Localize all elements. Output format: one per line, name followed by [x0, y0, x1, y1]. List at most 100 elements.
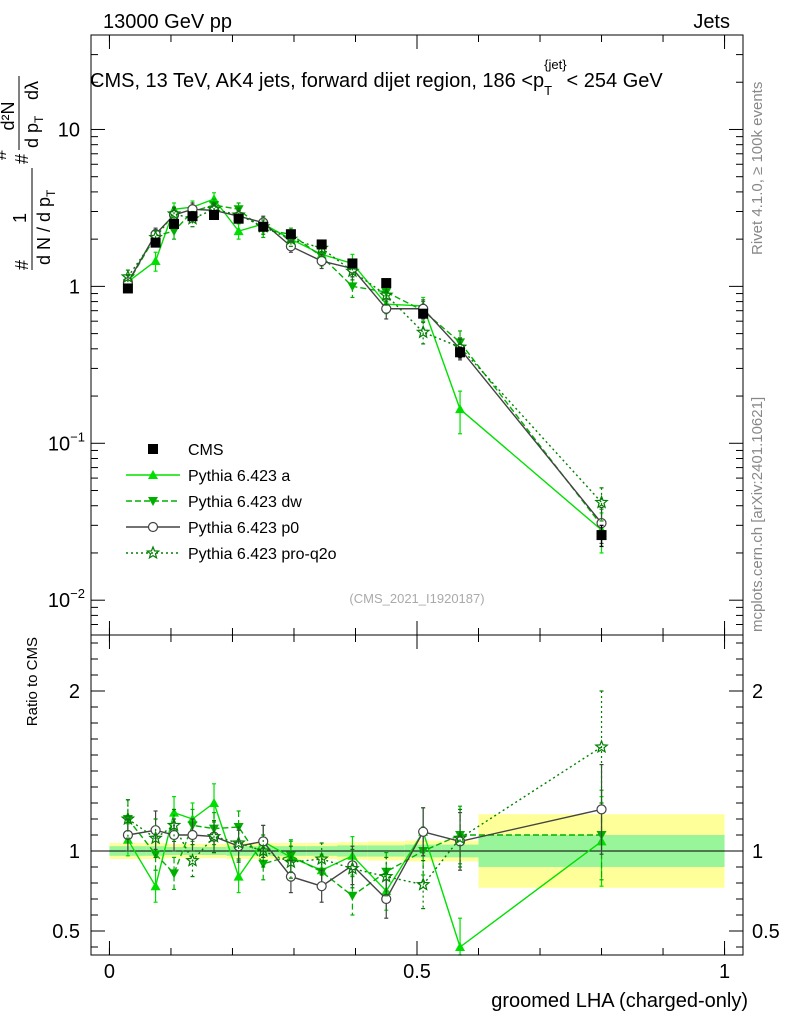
legend-label: Pythia 6.423 p0: [188, 520, 299, 537]
data-point: [418, 826, 429, 837]
x-tick-label: 0: [104, 961, 115, 983]
data-point: [345, 860, 360, 875]
data-point: [187, 211, 198, 222]
data-point: [347, 891, 358, 901]
rivet-label: Rivet 4.1.0, ≥ 100k events: [749, 82, 766, 255]
data-point: [233, 226, 244, 236]
header-left: 13000 GeV pp: [103, 11, 232, 33]
data-point: [455, 942, 466, 951]
data-point: [347, 282, 358, 292]
data-point: [415, 324, 431, 339]
plot-title: CMS, 13 TeV, AK4 jets, forward dijet reg…: [90, 57, 663, 98]
svg-text:1: 1: [10, 213, 30, 223]
y-tick-label: 10: [58, 119, 80, 141]
y-tick-label: 10−2: [48, 586, 85, 612]
data-point: [345, 263, 360, 278]
legend: CMS Pythia 6.423 a Pythia 6.423 dw Pythia 6…: [126, 442, 337, 563]
data-point: [231, 835, 246, 850]
legend-entry: Pythia 6.423 pro-q2o: [126, 545, 337, 563]
header-right: Jets: [693, 11, 730, 33]
svg-text:dλ: dλ: [22, 81, 42, 100]
data-point: [209, 210, 220, 221]
data-point: [150, 256, 161, 266]
data-point: [347, 258, 358, 269]
series-line: [127, 204, 603, 526]
data-point: [455, 347, 466, 358]
data-point: [169, 227, 180, 237]
data-point: [452, 830, 468, 845]
legend-entry: Pythia 6.423 a: [126, 468, 290, 485]
legend-marker: [148, 470, 158, 479]
legend-marker: [147, 521, 159, 533]
data-point: [169, 218, 180, 229]
data-point: [455, 404, 466, 414]
data-point: [596, 530, 607, 541]
ratio-tick-label-left: 0.5: [52, 921, 80, 943]
data-point: [255, 843, 271, 858]
legend-entry: CMS: [148, 442, 224, 459]
data-point: [148, 830, 163, 845]
data-point: [381, 867, 392, 877]
data-point: [378, 868, 394, 883]
data-point: [316, 239, 327, 250]
y-tick-label: 10−1: [48, 429, 85, 455]
data-point: [418, 308, 429, 319]
data-point: [150, 881, 161, 891]
data-point: [120, 811, 136, 826]
mcplots-label: mcplots.cern.ch [arXiv:2401.10621]: [749, 397, 766, 632]
data-point: [316, 255, 327, 267]
data-point: [233, 213, 244, 224]
ratio-plot-frame: [90, 634, 744, 956]
data-point: [378, 287, 394, 302]
legend-entry: Pythia 6.423 p0: [126, 520, 299, 537]
data-point: [258, 221, 269, 232]
svg-text:d²N: d²N: [0, 101, 18, 130]
data-point: [594, 494, 609, 509]
analysis-watermark: (CMS_2021_I1920187): [349, 591, 484, 606]
legend-label: Pythia 6.423 dw: [188, 494, 302, 511]
svg-text:#: #: [12, 260, 32, 270]
data-point: [594, 739, 609, 754]
svg-text:#: #: [12, 154, 32, 164]
data-point: [314, 851, 329, 866]
ratio-tick-label-left: 2: [69, 681, 80, 703]
data-point: [596, 804, 607, 815]
data-point: [169, 869, 180, 879]
data-point: [185, 852, 200, 867]
x-tick-label: 0.5: [403, 961, 431, 983]
series-ratio-pythia-6-423-pro-q2o: [120, 690, 609, 910]
data-point: [233, 871, 244, 881]
data-point: [285, 229, 296, 240]
data-point: [283, 854, 299, 869]
legend-marker: [148, 444, 158, 454]
data-point: [258, 859, 269, 869]
series-main-pythia-6-423-p0: [122, 202, 607, 545]
legend-label: CMS: [188, 442, 224, 459]
x-tick-label: 1: [719, 961, 730, 983]
legend-entry: Pythia 6.423 dw: [126, 494, 302, 511]
data-point: [166, 817, 182, 832]
data-point: [415, 876, 431, 891]
legend-marker: [145, 545, 161, 560]
data-point: [209, 798, 220, 807]
y-axis-label: # 1 d N / d pT # d²N d pT # dλ: [0, 76, 58, 270]
svg-text:d N / d pT: d N / d pT: [34, 189, 58, 265]
data-point: [381, 278, 392, 289]
data-point: [169, 807, 180, 817]
data-point: [166, 206, 182, 221]
data-point: [150, 237, 161, 248]
data-point: [316, 881, 327, 892]
data-point: [381, 303, 392, 314]
legend-label: Pythia 6.423 a: [188, 468, 290, 485]
series-main-cms: [122, 210, 607, 548]
ratio-tick-label-right: 2: [752, 681, 763, 703]
data-point: [381, 893, 392, 905]
ratio-tick-label-left: 1: [69, 841, 80, 863]
main-plot-frame: [90, 34, 744, 636]
ratio-y-axis-label: Ratio to CMS: [24, 637, 41, 726]
ratio-tick-label-right: 1: [752, 841, 763, 863]
x-axis-label: groomed LHA (charged-only): [491, 990, 748, 1012]
svg-text:d pT: d pT: [22, 115, 46, 148]
legend-label: Pythia 6.423 pro-q2o: [188, 546, 337, 563]
